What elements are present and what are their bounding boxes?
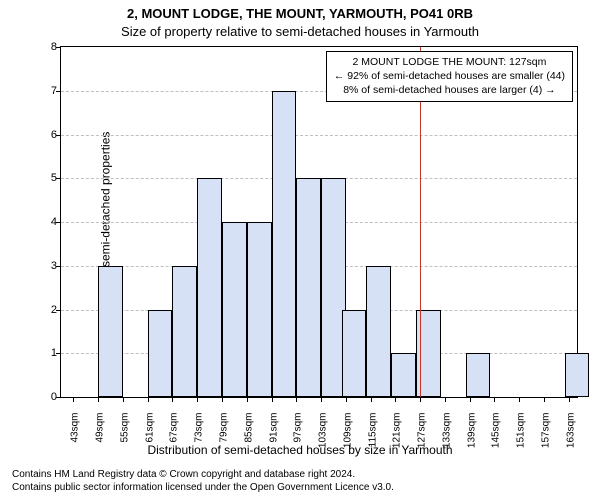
xtick-mark [321,397,322,402]
xtick-mark [420,397,421,402]
histogram-bar [197,178,222,397]
annotation-box: 2 MOUNT LODGE THE MOUNT: 127sqm← 92% of … [326,51,573,102]
histogram-bar [222,222,247,397]
ytick-label: 2 [43,304,57,316]
xtick-mark [197,397,198,402]
histogram-bar [172,266,197,397]
xtick-mark [98,397,99,402]
arrow-left-icon: ← [334,69,345,83]
footer-line-2: Contains public sector information licen… [12,481,394,494]
histogram-bar [391,353,416,397]
ytick-label: 6 [43,129,57,141]
histogram-bar [342,310,367,398]
xtick-mark [371,397,372,402]
xtick-mark [222,397,223,402]
annotation-line-3: 8% of semi-detached houses are larger (4… [334,83,565,97]
histogram-bar [98,266,123,397]
plot-area: 01234567843sqm49sqm55sqm61sqm67sqm73sqm7… [60,46,578,398]
chart-container: 2, MOUNT LODGE, THE MOUNT, YARMOUTH, PO4… [0,0,600,500]
xtick-mark [123,397,124,402]
xtick-mark [346,397,347,402]
xtick-mark [544,397,545,402]
ytick-label: 0 [43,391,57,403]
x-axis-label: Distribution of semi-detached houses by … [0,443,600,457]
xtick-mark [445,397,446,402]
xtick-mark [172,397,173,402]
histogram-bar [296,178,321,397]
xtick-mark [247,397,248,402]
xtick-mark [296,397,297,402]
ytick-label: 3 [43,260,57,272]
footer-attribution: Contains HM Land Registry data © Crown c… [12,468,394,494]
histogram-bar [148,310,173,398]
arrow-right-icon: → [545,83,556,97]
histogram-bar [247,222,272,397]
chart-title: 2, MOUNT LODGE, THE MOUNT, YARMOUTH, PO4… [0,6,600,21]
histogram-bar [565,353,590,397]
ytick-label: 1 [43,347,57,359]
xtick-mark [519,397,520,402]
histogram-bar [272,91,297,397]
ytick-label: 4 [43,216,57,228]
xtick-mark [148,397,149,402]
annotation-line-1: 2 MOUNT LODGE THE MOUNT: 127sqm [334,55,565,69]
ytick-label: 5 [43,172,57,184]
xtick-mark [272,397,273,402]
chart-subtitle: Size of property relative to semi-detach… [0,24,600,39]
footer-line-1: Contains HM Land Registry data © Crown c… [12,468,394,481]
ytick-label: 7 [43,85,57,97]
xtick-mark [569,397,570,402]
xtick-mark [395,397,396,402]
histogram-bar [466,353,491,397]
ytick-label: 8 [43,41,57,53]
xtick-mark [73,397,74,402]
xtick-mark [494,397,495,402]
annotation-line-2: ← 92% of semi-detached houses are smalle… [334,69,565,83]
grid-line [61,135,577,136]
histogram-bar [366,266,391,397]
xtick-mark [470,397,471,402]
